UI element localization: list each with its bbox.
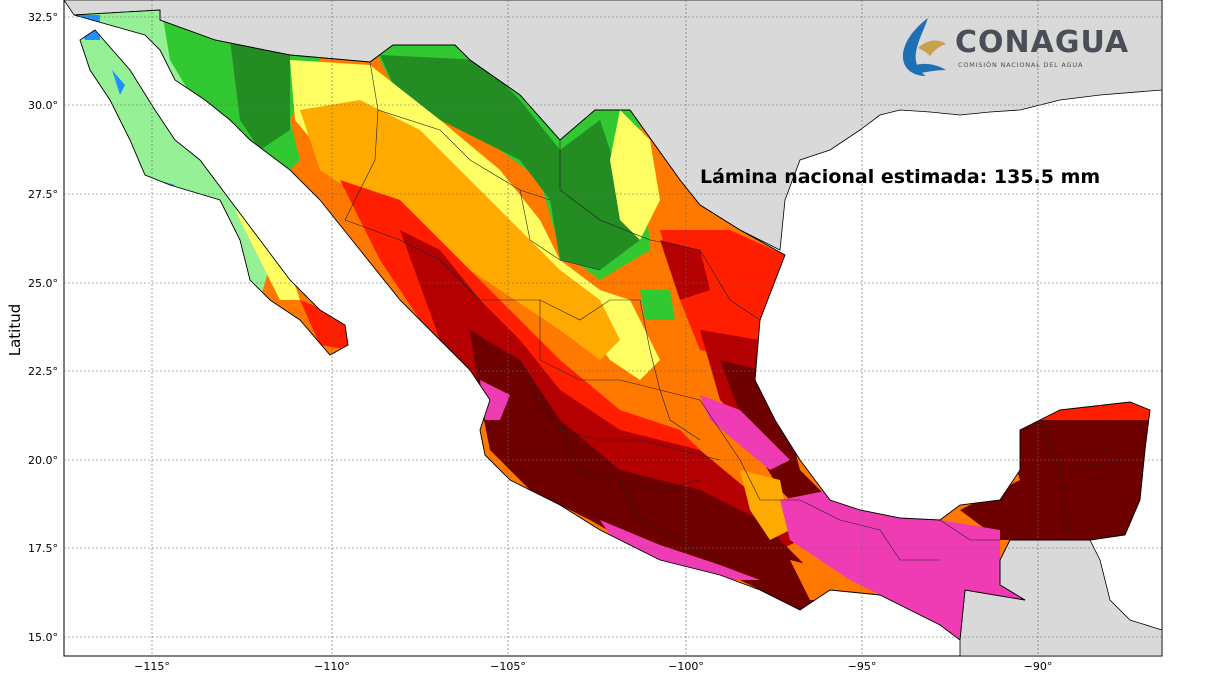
baja-california-outline [79, 29, 349, 356]
x-tick-label: −100° [668, 660, 704, 673]
x-tick-label: −95° [848, 660, 877, 673]
x-tick-label: −105° [490, 660, 526, 673]
y-tick-label: 25.0° [28, 277, 58, 290]
water-drop-icon [902, 18, 946, 76]
x-tick-label: −115° [134, 660, 170, 673]
y-tick-label: 30.0° [28, 99, 58, 112]
x-tick-label: −110° [314, 660, 350, 673]
conagua-logo: CONAGUA COMISIÓN NACIONAL DEL AGUA [902, 18, 1129, 76]
y-axis-label: Latitud [6, 304, 24, 357]
mexico-outline [73, 9, 1151, 641]
y-tick-labels: 32.5° 30.0° 27.5° 25.0° 22.5° 20.0° 17.5… [28, 11, 58, 644]
x-tick-label: −90° [1024, 660, 1053, 673]
y-tick-label: 32.5° [28, 11, 58, 24]
x-tick-labels: −115° −110° −105° −100° −95° −90° [134, 660, 1052, 673]
y-tick-label: 15.0° [28, 631, 58, 644]
y-tick-label: 17.5° [28, 542, 58, 555]
y-tick-label: 22.5° [28, 365, 58, 378]
y-tick-label: 27.5° [28, 188, 58, 201]
national-rainfall-annotation: Lámina nacional estimada: 135.5 mm [700, 166, 1100, 188]
logo-name: CONAGUA [955, 25, 1129, 60]
y-tick-label: 20.0° [28, 454, 58, 467]
logo-subtitle: COMISIÓN NACIONAL DEL AGUA [958, 60, 1083, 69]
gridlines [64, 0, 1162, 656]
state-boundaries [344, 61, 1131, 561]
